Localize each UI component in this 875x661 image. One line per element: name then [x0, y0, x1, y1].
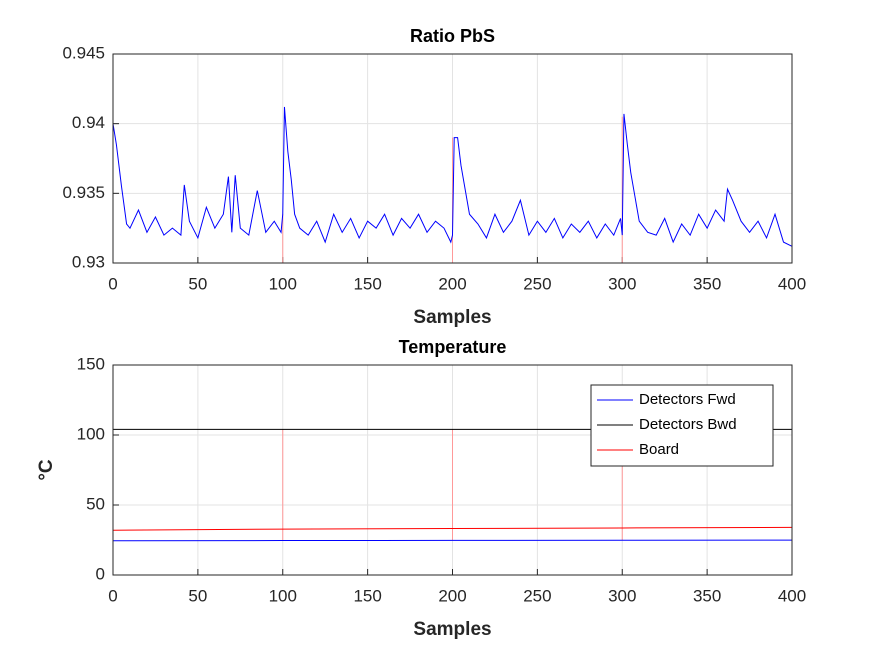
x-tick-label: 50 [188, 586, 207, 605]
axes-box [112, 53, 793, 264]
x-tick-label: 0 [108, 586, 117, 605]
axes-box [112, 364, 793, 576]
x-tick-label: 300 [608, 586, 636, 605]
x-tick-label: 150 [353, 586, 381, 605]
x-tick-label: 0 [108, 274, 117, 293]
x-axis-label: Samples [413, 619, 491, 640]
chart-title: Ratio PbS [410, 26, 495, 46]
x-tick-label: 50 [188, 274, 207, 293]
x-axis-label: Samples [413, 307, 491, 328]
series-line [112, 539, 793, 542]
x-tick-label: 250 [523, 274, 551, 293]
x-tick-label: 350 [693, 586, 721, 605]
y-tick-label: 0.93 [72, 252, 105, 271]
legend-label: Detectors Fwd [639, 391, 736, 408]
x-tick-label: 250 [523, 586, 551, 605]
x-tick-label: 300 [608, 274, 636, 293]
x-tick-label: 100 [269, 586, 297, 605]
y-tick-label: 0.935 [62, 183, 105, 202]
x-tick-label: 150 [353, 274, 381, 293]
legend: Detectors Fwd Detectors Bwd Board [590, 384, 774, 467]
legend-label: Detectors Bwd [639, 416, 737, 433]
y-axis-label: °C [36, 459, 57, 481]
x-tick-label: 400 [778, 274, 806, 293]
y-tick-label: 100 [77, 424, 105, 443]
x-tick-label: 350 [693, 274, 721, 293]
series-line [112, 106, 793, 247]
x-tick-label: 200 [438, 274, 466, 293]
legend-label: Board [639, 441, 679, 458]
series-line [112, 526, 793, 531]
chart-title: Temperature [399, 337, 507, 357]
y-tick-label: 0 [96, 564, 105, 583]
y-tick-label: 0.945 [62, 43, 105, 62]
y-tick-label: 50 [86, 494, 105, 513]
x-tick-label: 400 [778, 586, 806, 605]
x-tick-label: 200 [438, 586, 466, 605]
x-tick-label: 100 [269, 274, 297, 293]
y-tick-label: 150 [77, 354, 105, 373]
y-tick-label: 0.94 [72, 113, 105, 132]
